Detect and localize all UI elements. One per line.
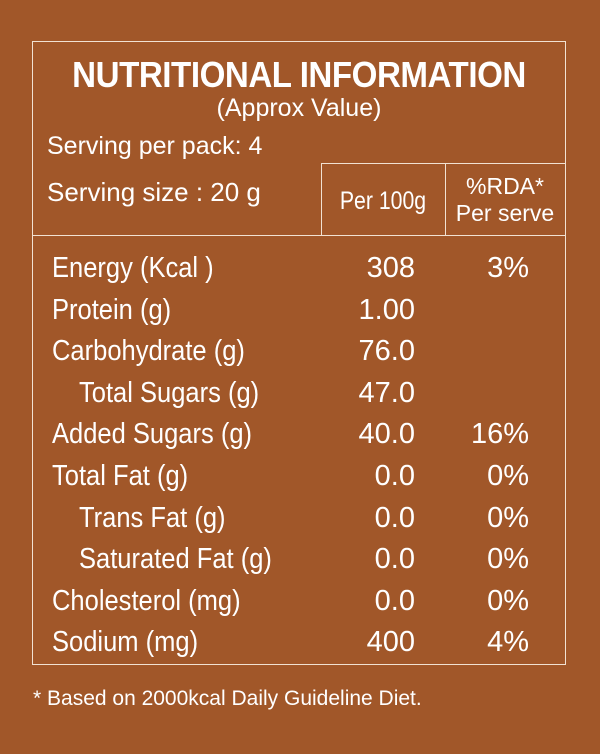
nutrient-rows: Energy (Kcal ) 308 3% Protein (g) 1.00 C… <box>33 250 565 666</box>
nutrient-name: Total Sugars (g) <box>79 376 260 409</box>
nutrient-row-saturated-fat: Saturated Fat (g) 0.0 0% <box>33 541 565 583</box>
nutrient-per-100g: 1.00 <box>358 293 415 326</box>
nutrient-row-protein: Protein (g) 1.00 <box>33 292 565 334</box>
nutrient-name: Carbohydrate (g) <box>52 335 245 368</box>
nutrient-name: Added Sugars (g) <box>52 418 253 451</box>
nutrient-rda: 0% <box>487 584 529 617</box>
nutrient-rda: 0% <box>487 459 529 492</box>
nutrient-per-100g: 400 <box>366 626 415 659</box>
rda-label: %RDA* <box>466 173 544 199</box>
nutrient-per-100g: 0.0 <box>374 543 415 576</box>
nutrient-rda: 0% <box>487 501 529 534</box>
nutrient-per-100g: 0.0 <box>374 501 415 534</box>
nutrient-row-trans-fat: Trans Fat (g) 0.0 0% <box>33 500 565 542</box>
nutrient-per-100g: 0.0 <box>374 459 415 492</box>
column-header-per-100g: Per 100g <box>339 187 427 215</box>
nutrient-name: Cholesterol (mg) <box>52 584 241 617</box>
panel-title: NUTRITIONAL INFORMATION <box>72 54 526 95</box>
nutrient-row-carbohydrate: Carbohydrate (g) 76.0 <box>33 333 565 375</box>
header-top-divider <box>321 163 565 164</box>
nutrient-per-100g: 47.0 <box>358 376 415 409</box>
nutrient-row-cholesterol: Cholesterol (mg) 0.0 0% <box>33 583 565 625</box>
nutrient-row-total-fat: Total Fat (g) 0.0 0% <box>33 458 565 500</box>
nutrient-per-100g: 76.0 <box>358 335 415 368</box>
nutrient-per-100g: 0.0 <box>374 584 415 617</box>
header-bottom-divider <box>33 235 565 236</box>
nutrient-row-energy: Energy (Kcal ) 308 3% <box>33 250 565 292</box>
serving-size: Serving size : 20 g <box>47 177 261 207</box>
nutrient-name: Trans Fat (g) <box>79 501 226 534</box>
panel-subtitle: (Approx Value) <box>216 94 382 122</box>
column-header-rda: %RDA* Per serve <box>445 173 565 227</box>
header-column-divider-1 <box>321 163 322 235</box>
nutrient-name: Total Fat (g) <box>52 459 189 492</box>
nutrient-row-added-sugars: Added Sugars (g) 40.0 16% <box>33 416 565 458</box>
rda-sublabel: Per serve <box>455 200 555 226</box>
nutrient-rda: 3% <box>487 252 529 284</box>
nutrient-rda: 4% <box>487 626 529 659</box>
nutrient-per-100g: 308 <box>366 252 415 284</box>
serving-per-pack: Serving per pack: 4 <box>47 132 263 160</box>
header-column-divider-2 <box>445 163 446 235</box>
nutrient-per-100g: 40.0 <box>358 418 415 451</box>
nutrient-rda: 16% <box>470 418 529 451</box>
nutrition-panel: NUTRITIONAL INFORMATION (Approx Value) S… <box>32 41 566 665</box>
nutrient-name: Saturated Fat (g) <box>79 543 272 576</box>
nutrient-name: Protein (g) <box>52 293 172 326</box>
nutrient-rda: 0% <box>487 543 529 576</box>
nutrient-row-sodium: Sodium (mg) 400 4% <box>33 624 565 666</box>
nutrient-row-total-sugars: Total Sugars (g) 47.0 <box>33 375 565 417</box>
nutrient-name: Sodium (mg) <box>52 626 199 659</box>
footnote: * Based on 2000kcal Daily Guideline Diet… <box>33 687 422 710</box>
nutrient-name: Energy (Kcal ) <box>52 252 214 284</box>
